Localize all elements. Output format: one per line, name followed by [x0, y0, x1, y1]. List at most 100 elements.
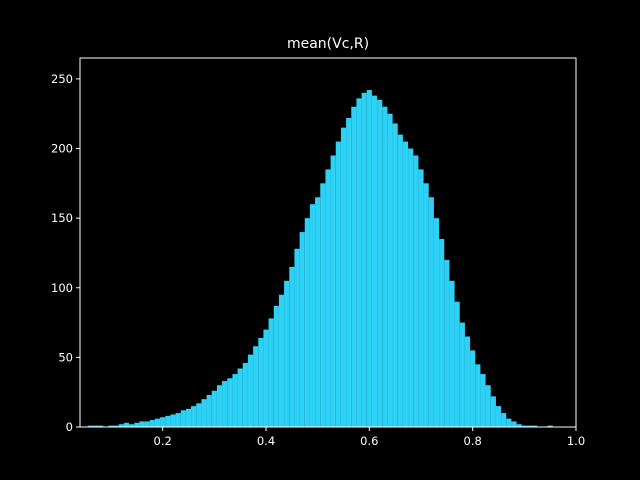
histogram-bar — [139, 421, 145, 427]
histogram-bar — [268, 318, 274, 427]
histogram-bar — [98, 425, 104, 427]
histogram-bar — [439, 239, 445, 427]
histogram-bar — [506, 418, 512, 427]
histogram-bar — [201, 399, 207, 427]
histogram-bar — [299, 232, 305, 427]
histogram-bar — [309, 204, 316, 427]
histogram-bar — [366, 90, 372, 427]
histogram-bar — [196, 403, 202, 427]
histogram-bar — [304, 218, 310, 427]
histogram-bar — [325, 169, 331, 427]
y-tick-label: 100 — [51, 281, 73, 295]
histogram-bar — [449, 280, 455, 427]
histogram-bar — [320, 183, 326, 427]
histogram-bar — [501, 413, 507, 427]
x-tick-label: 0.6 — [360, 434, 378, 448]
y-tick-label: 0 — [66, 420, 73, 434]
histogram-bar — [242, 362, 248, 427]
histogram-bar — [118, 424, 124, 427]
histogram-bar — [237, 368, 243, 427]
axes-frame — [79, 57, 577, 428]
histogram-bar — [222, 381, 228, 427]
histogram-bar — [273, 305, 279, 427]
histogram-bar — [330, 155, 336, 427]
y-tick-label: 50 — [58, 350, 73, 364]
histogram-bar — [134, 422, 140, 427]
histogram-bar — [526, 425, 533, 427]
histogram-bar — [464, 336, 471, 427]
histogram-bar — [123, 422, 130, 427]
histogram-bar — [444, 259, 450, 427]
histogram-bar — [433, 218, 440, 427]
histogram-bar — [149, 420, 155, 427]
histogram-bar — [413, 155, 419, 427]
histogram-bar — [516, 424, 522, 427]
histogram-bar — [454, 301, 460, 427]
histogram-bar — [361, 92, 367, 427]
histogram-bar — [382, 106, 388, 428]
x-axis: 0.2 0.4 0.6 0.8 1.0 — [154, 427, 585, 448]
histogram-bar — [180, 410, 186, 427]
y-axis: 0 50 100 150 200 250 — [51, 72, 80, 434]
histogram-bar — [294, 248, 300, 427]
histogram-bar — [206, 394, 212, 427]
histogram-bar — [87, 425, 93, 427]
histogram-bar — [351, 106, 357, 428]
histogram-bar — [216, 385, 223, 427]
histogram-bar — [521, 425, 527, 427]
histogram-bar — [485, 385, 491, 427]
histogram-bar — [175, 413, 181, 427]
histogram-bar — [397, 134, 403, 427]
histogram-bar — [356, 98, 362, 427]
histogram-bar — [278, 294, 285, 427]
histogram-bar — [340, 127, 347, 428]
histogram-bar — [284, 280, 290, 427]
histogram-bar — [227, 378, 233, 427]
histogram-bar — [335, 141, 341, 428]
histogram-bar — [547, 425, 553, 427]
histogram-bar — [371, 95, 378, 427]
histogram-bar — [387, 113, 393, 427]
x-tick-label: 1.0 — [567, 434, 585, 448]
histogram-bar — [377, 99, 383, 428]
histogram-bar — [247, 354, 254, 427]
histogram-bar — [402, 141, 409, 428]
histogram-bar — [258, 337, 264, 427]
histogram-bar — [475, 364, 481, 427]
x-tick-label: 0.2 — [154, 434, 172, 448]
histogram-bar — [480, 374, 486, 427]
histogram-bars — [87, 90, 553, 428]
histogram-bar — [108, 425, 114, 427]
histogram-bar — [315, 197, 321, 427]
histogram-bar — [408, 148, 414, 427]
x-tick-label: 0.4 — [257, 434, 275, 448]
histogram-bar — [232, 374, 238, 427]
histogram-bar — [129, 424, 135, 427]
histogram-bar — [211, 390, 217, 427]
histogram-bar — [392, 123, 398, 427]
histogram-bar — [289, 266, 295, 427]
y-tick-label: 200 — [51, 142, 73, 156]
histogram-bar — [532, 425, 538, 427]
histogram-bar — [423, 183, 429, 427]
histogram-bar — [418, 169, 424, 427]
histogram-bar — [191, 406, 197, 427]
histogram-bar — [495, 406, 502, 427]
histogram-bar — [170, 414, 176, 427]
y-tick-label: 250 — [51, 72, 73, 86]
histogram-bar — [490, 396, 496, 427]
histogram-bar — [263, 329, 269, 427]
histogram-bar — [428, 197, 434, 427]
histogram-bar — [154, 418, 161, 427]
histogram-bar — [346, 117, 352, 427]
histogram-bar — [165, 415, 171, 427]
histogram-bar — [144, 421, 150, 427]
histogram-bar — [185, 408, 192, 427]
histogram-bar — [253, 346, 259, 427]
y-tick-label: 150 — [51, 211, 73, 225]
histogram-bar — [113, 425, 119, 427]
x-tick-label: 0.8 — [464, 434, 482, 448]
chart-title: mean(Vc,R) — [287, 36, 369, 52]
histogram-bar — [470, 350, 476, 427]
